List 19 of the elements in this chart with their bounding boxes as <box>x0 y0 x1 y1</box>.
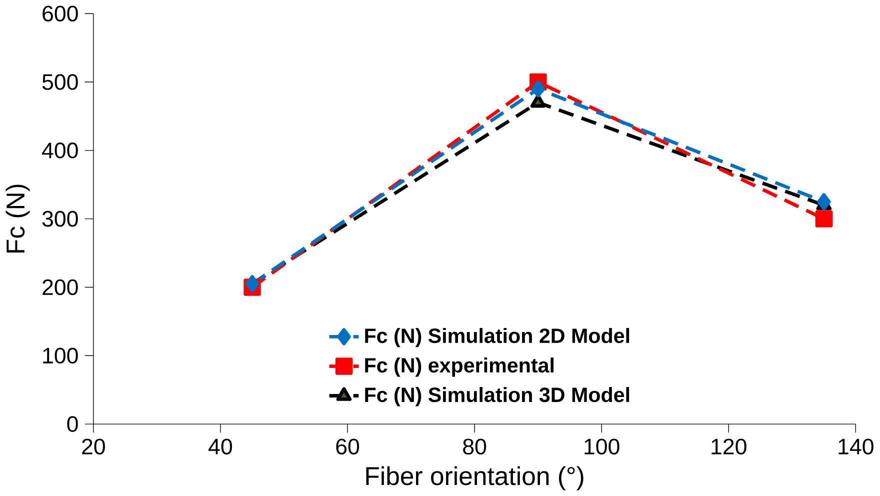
x-tick-label: 80 <box>463 438 486 455</box>
y-tick-label: 600 <box>42 6 78 22</box>
x-tick-label: 120 <box>712 438 746 455</box>
y-tick-label: 100 <box>43 348 78 364</box>
y-tick-label: 500 <box>42 74 78 90</box>
x-tick-label: 60 <box>336 438 360 455</box>
y-axis-title: Fc (N) <box>6 184 30 252</box>
x-tick-label: 140 <box>838 438 874 455</box>
legend-label: Fc (N) Simulation 2D Model <box>365 328 630 348</box>
y-tick-label: 400 <box>42 142 78 158</box>
x-axis-title: Fiber orientation (°) <box>366 466 584 490</box>
x-tick-label: 40 <box>208 438 232 455</box>
y-tick-label: 200 <box>42 279 78 296</box>
legend-label: Fc (N) Simulation 3D Model <box>365 387 630 406</box>
y-tick-label: 300 <box>42 210 78 227</box>
x-tick-label: 20 <box>82 438 105 455</box>
legend-label: Fc (N) experimental <box>365 357 554 377</box>
y-tick-label: 0 <box>67 416 78 432</box>
x-tick-label: 100 <box>584 438 620 455</box>
